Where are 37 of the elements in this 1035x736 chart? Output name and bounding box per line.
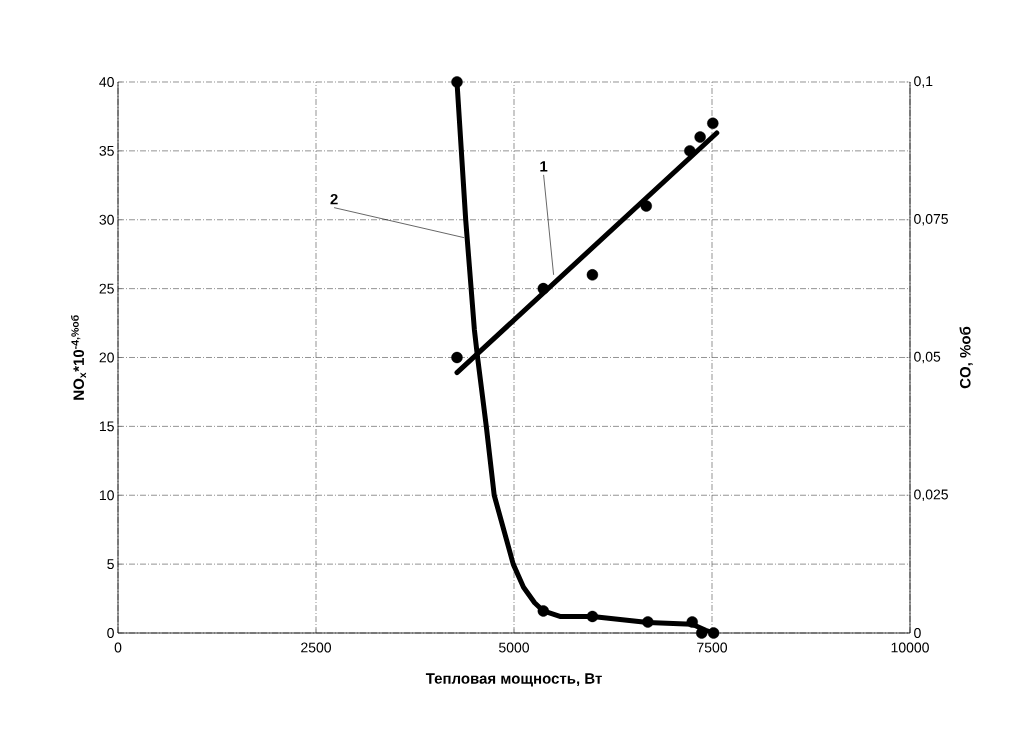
point xyxy=(586,610,599,623)
x-tick-label: 5000 xyxy=(499,642,530,653)
y-tick-label: 40 xyxy=(99,77,114,87)
y2-tick-label: 0,075 xyxy=(914,213,948,226)
point xyxy=(686,616,698,628)
point xyxy=(451,76,463,88)
y2-axis-title: CO, %об xyxy=(959,326,973,389)
y-axis-title: NO$_{x}$*10$^{-4,%об}$ xyxy=(70,315,87,400)
point xyxy=(537,282,550,295)
y-tick-label: 20 xyxy=(99,352,114,363)
y-tick-label: 25 xyxy=(99,283,114,294)
x-axis-title: Тепловая мощность, Вт xyxy=(425,673,602,687)
x-tick-label: 7500 xyxy=(697,642,728,653)
y-tick-label: 35 xyxy=(99,145,114,156)
annotation: 1 xyxy=(540,161,548,172)
point xyxy=(642,616,654,628)
point xyxy=(684,145,696,157)
annotation: 2 xyxy=(330,193,338,205)
point xyxy=(640,200,652,212)
point xyxy=(451,351,463,364)
y2-tick-label: 0,05 xyxy=(914,351,941,364)
y-tick-label: 0 xyxy=(107,628,114,638)
x-tick-label: 0 xyxy=(114,642,122,653)
y-tick-label: 15 xyxy=(99,421,114,432)
x-tick-label: 10000 xyxy=(891,642,929,653)
point xyxy=(707,117,719,130)
y-tick-label: 10 xyxy=(99,490,114,501)
point xyxy=(586,269,599,281)
point xyxy=(694,131,706,143)
y-tick-label: 30 xyxy=(99,214,114,225)
y2-tick-label: 0,1 xyxy=(914,76,933,88)
point xyxy=(707,627,720,639)
x-tick-label: 2500 xyxy=(301,642,332,653)
y-tick-label: 5 xyxy=(107,559,114,570)
y2-tick-label: 0 xyxy=(914,628,921,638)
y2-tick-label: 0,025 xyxy=(914,489,948,502)
point xyxy=(537,605,550,617)
